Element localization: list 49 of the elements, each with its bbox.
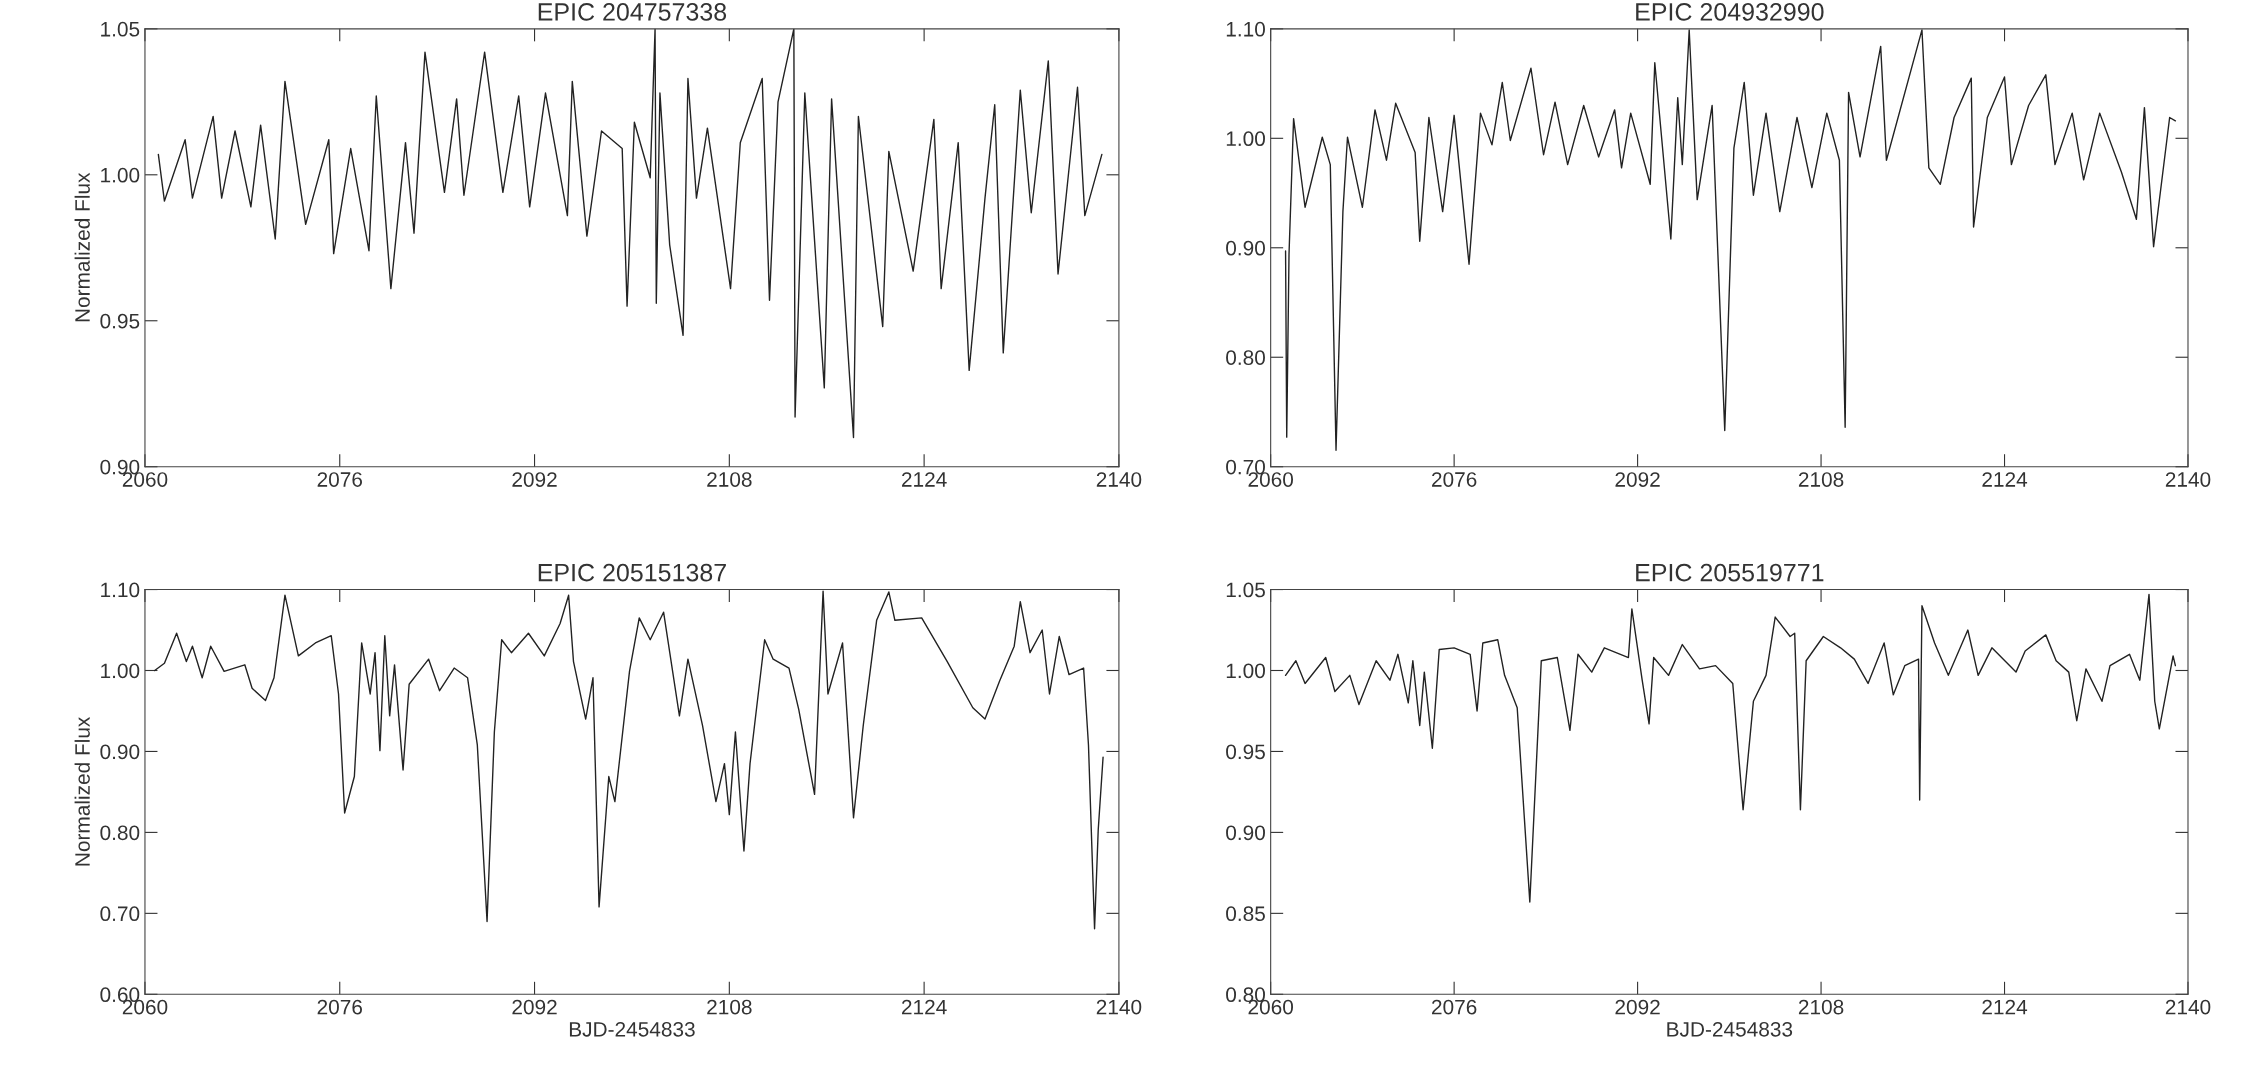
line-series (1284, 29, 2177, 451)
line-series (154, 590, 1104, 930)
y-tick-label: 0.90 (100, 744, 140, 760)
y-tick-label: 0.70 (100, 906, 140, 922)
y-tick-label: 1.05 (1226, 582, 1265, 598)
chart-title: EPIC 204932990 (1636, 3, 1824, 21)
y-tick-label: 0.80 (1226, 350, 1265, 365)
x-tick-label: 2108 (707, 999, 752, 1015)
y-tick-label: 1.00 (101, 663, 140, 679)
x-tick-label: 2140 (2165, 472, 2211, 487)
chart-title: EPIC 204757338 (538, 3, 727, 21)
x-tick-label: 2076 (317, 999, 363, 1015)
x-tick-label: 2092 (512, 472, 557, 487)
x-tick-label: 2108 (1798, 999, 1844, 1015)
y-tick-label: 0.80 (100, 825, 140, 841)
chart-title: EPIC 205519771 (1636, 563, 1824, 582)
x-tick-label: 2076 (317, 472, 363, 487)
x-tick-label: 2140 (1096, 999, 1142, 1015)
y-tick-label: 0.90 (1226, 240, 1265, 256)
x-tick-label: 2108 (707, 472, 752, 487)
y-tick-label: 1.00 (1226, 663, 1265, 679)
y-tick-label: 0.95 (1226, 744, 1265, 760)
line-series (1284, 593, 2177, 903)
x-tick-label: 2108 (1798, 472, 1844, 487)
x-tick-label: 2124 (902, 472, 947, 487)
y-tick-label: 0.95 (100, 313, 140, 329)
x-tick-label: 2076 (1432, 472, 1477, 487)
y-axis-title: Normalized Flux (74, 172, 90, 322)
line-series (157, 28, 1103, 439)
y-tick-label: 0.90 (1226, 825, 1265, 841)
x-tick-label: 2092 (512, 999, 557, 1015)
y-tick-label: 1.05 (101, 21, 140, 37)
x-tick-label: 2124 (902, 999, 947, 1015)
y-tick-label: 1.00 (101, 167, 140, 183)
x-axis-title: BJD-2454833 (1667, 1021, 1793, 1037)
y-tick-label: 1.10 (1226, 21, 1265, 37)
x-tick-label: 2092 (1615, 999, 1660, 1015)
x-tick-label: 2140 (1096, 472, 1142, 487)
chart-title: EPIC 205151387 (538, 563, 726, 582)
y-axis-title: Normalized Flux (74, 716, 90, 866)
x-tick-label: 2092 (1615, 472, 1660, 487)
x-axis-title: BJD-2454833 (569, 1021, 695, 1037)
y-tick-label: 0.85 (1226, 906, 1265, 922)
x-tick-label: 2124 (1982, 999, 2028, 1015)
x-tick-label: 2140 (2165, 999, 2211, 1015)
x-tick-label: 2124 (1982, 472, 2028, 487)
y-tick-label: 1.10 (101, 582, 140, 598)
x-tick-label: 2076 (1432, 999, 1477, 1015)
y-tick-label: 1.00 (1226, 131, 1265, 147)
